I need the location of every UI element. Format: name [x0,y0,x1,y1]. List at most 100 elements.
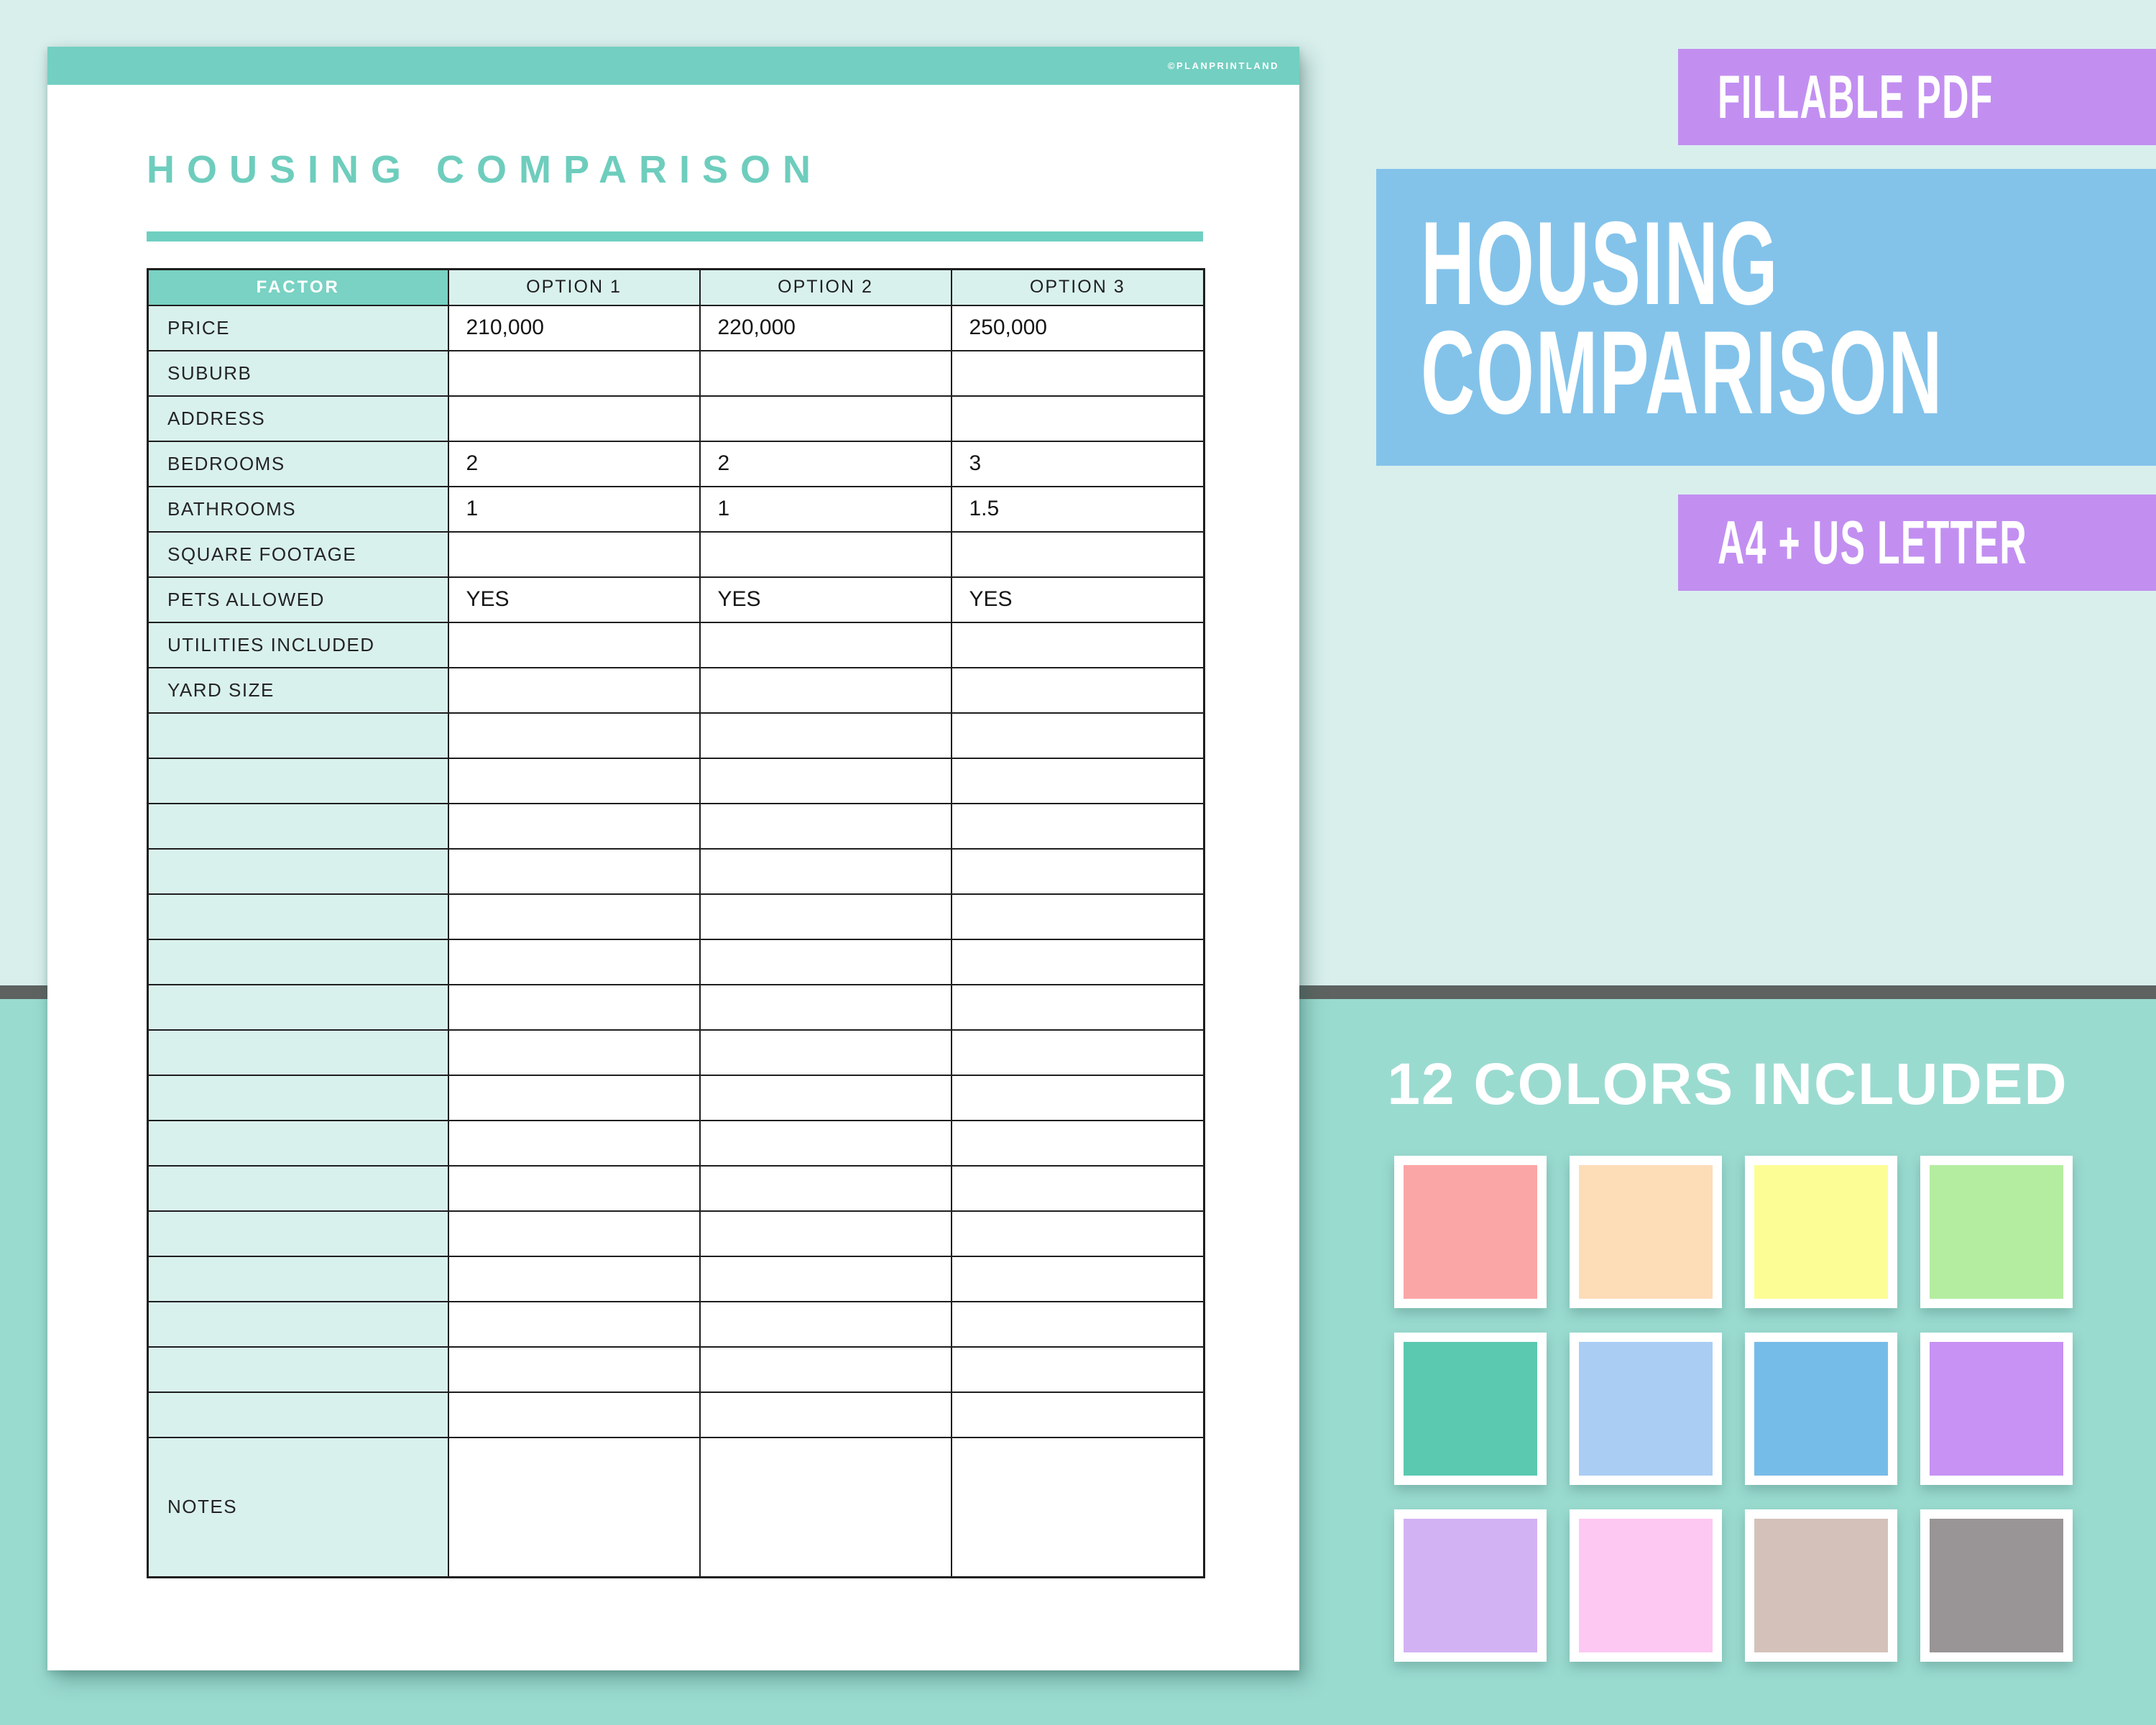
color-swatch [1920,1333,2073,1485]
fillable-value-cell[interactable] [950,1391,1205,1438]
fillable-value-cell[interactable] [950,847,1205,895]
fillable-value-cell[interactable] [950,1255,1205,1302]
fillable-value-cell[interactable] [447,712,701,759]
table-row: YARD SIZE [147,666,1205,714]
color-swatch [1745,1333,1897,1485]
fillable-value-cell[interactable] [950,757,1205,804]
fillable-value-cell[interactable] [699,1119,952,1167]
factor-label-cell [147,757,449,804]
fillable-value-cell[interactable] [699,712,952,759]
factor-column-header: FACTOR [147,268,449,306]
fillable-value-cell[interactable] [950,1164,1205,1212]
fillable-value-cell[interactable] [699,847,952,895]
fillable-value-cell[interactable] [950,1074,1205,1121]
fillable-value-cell[interactable]: 250,000 [950,304,1205,351]
fillable-value-cell[interactable] [447,349,701,397]
fillable-value-cell[interactable] [447,893,701,940]
fillable-value-cell[interactable] [447,1029,701,1076]
fillable-value-cell[interactable] [447,847,701,895]
color-swatch [1745,1509,1897,1662]
document-page-preview: ©PLANPRINTLAND HOUSING COMPARISON FACTOR… [47,47,1299,1670]
fillable-value-cell[interactable]: 3 [950,440,1205,487]
fillable-value-cell[interactable]: 1 [447,485,701,533]
table-row: ADDRESS [147,395,1205,442]
color-swatch-fill [1930,1342,2063,1476]
fillable-value-cell[interactable] [447,1391,701,1438]
fillable-value-cell[interactable] [699,1210,952,1257]
fillable-value-cell[interactable] [950,530,1205,578]
fillable-value-cell[interactable] [699,530,952,578]
fillable-value-cell[interactable] [950,1346,1205,1393]
fillable-value-cell[interactable] [950,712,1205,759]
fillable-value-cell[interactable] [950,666,1205,714]
factor-label-cell: PETS ALLOWED [147,576,449,623]
factor-label-cell: BATHROOMS [147,485,449,533]
table-row [147,1074,1205,1121]
fillable-value-cell[interactable] [699,757,952,804]
fillable-value-cell[interactable] [699,1346,952,1393]
fillable-value-cell[interactable]: 2 [447,440,701,487]
fillable-value-cell[interactable] [699,802,952,850]
factor-label-cell [147,938,449,985]
fillable-value-cell[interactable] [447,1255,701,1302]
fillable-value-cell[interactable] [447,1210,701,1257]
fillable-value-cell[interactable] [699,621,952,668]
fillable-value-cell[interactable] [447,1164,701,1212]
fillable-value-cell[interactable]: 1.5 [950,485,1205,533]
fillable-value-cell[interactable]: YES [950,576,1205,623]
fillable-value-cell[interactable] [699,1029,952,1076]
fillable-value-cell[interactable] [699,395,952,442]
fillable-value-cell[interactable] [447,395,701,442]
fillable-value-cell[interactable] [447,1119,701,1167]
fillable-value-cell[interactable] [699,1436,952,1578]
fillable-value-cell[interactable] [950,1119,1205,1167]
fillable-value-cell[interactable] [699,938,952,985]
fillable-value-cell[interactable] [699,983,952,1031]
fillable-value-cell[interactable] [699,893,952,940]
factor-label-cell [147,983,449,1031]
fillable-value-cell[interactable] [699,1391,952,1438]
factor-label-cell [147,1074,449,1121]
fillable-value-cell[interactable] [447,621,701,668]
fillable-value-cell[interactable] [950,1300,1205,1348]
fillable-value-cell[interactable] [950,395,1205,442]
color-swatch-fill [1754,1519,1888,1652]
fillable-value-cell[interactable] [447,802,701,850]
fillable-value-cell[interactable] [699,1255,952,1302]
fillable-value-cell[interactable] [950,802,1205,850]
fillable-value-cell[interactable] [447,1436,701,1578]
fillable-value-cell[interactable] [447,1074,701,1121]
fillable-value-cell[interactable] [447,757,701,804]
factor-label-cell [147,1210,449,1257]
fillable-value-cell[interactable]: 1 [699,485,952,533]
fillable-value-cell[interactable]: YES [447,576,701,623]
fillable-value-cell[interactable] [447,983,701,1031]
fillable-value-cell[interactable] [447,1346,701,1393]
colors-included-heading: 12 COLORS INCLUDED [1387,1052,2068,1117]
fillable-value-cell[interactable] [699,1074,952,1121]
page-title: HOUSING COMPARISON [147,148,824,191]
fillable-value-cell[interactable] [699,349,952,397]
fillable-value-cell[interactable] [950,621,1205,668]
color-swatch-fill [1579,1519,1713,1652]
color-swatch-fill [1579,1342,1713,1476]
fillable-value-cell[interactable] [950,938,1205,985]
fillable-value-cell[interactable] [447,1300,701,1348]
fillable-value-cell[interactable] [950,1029,1205,1076]
fillable-value-cell[interactable] [447,666,701,714]
fillable-value-cell[interactable] [447,938,701,985]
fillable-value-cell[interactable] [699,1164,952,1212]
fillable-value-cell[interactable] [950,893,1205,940]
fillable-value-cell[interactable]: 2 [699,440,952,487]
fillable-value-cell[interactable]: 220,000 [699,304,952,351]
fillable-value-cell[interactable] [950,983,1205,1031]
fillable-value-cell[interactable]: YES [699,576,952,623]
fillable-value-cell[interactable] [950,349,1205,397]
color-swatch-fill [1754,1165,1888,1299]
fillable-value-cell[interactable] [950,1210,1205,1257]
fillable-value-cell[interactable] [950,1436,1205,1578]
fillable-value-cell[interactable] [699,666,952,714]
fillable-value-cell[interactable]: 210,000 [447,304,701,351]
fillable-value-cell[interactable] [447,530,701,578]
fillable-value-cell[interactable] [699,1300,952,1348]
